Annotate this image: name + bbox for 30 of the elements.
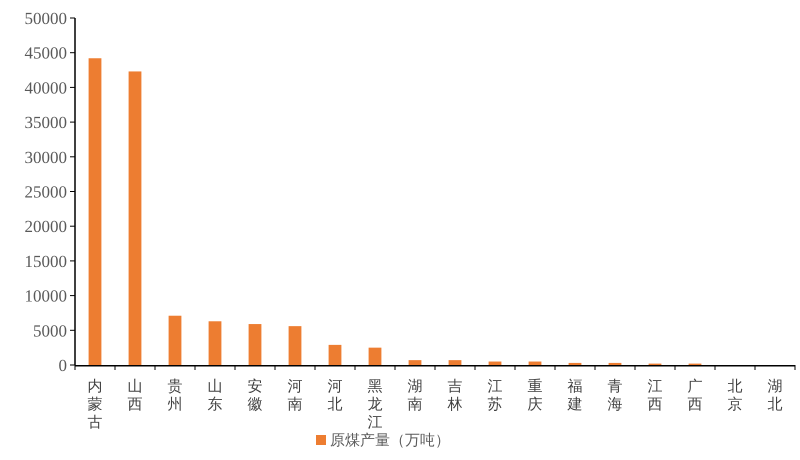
- y-tick-label: 35000: [24, 113, 67, 132]
- x-tick-label: 山西: [128, 378, 142, 413]
- x-tick-label: 江西: [648, 378, 662, 413]
- x-tick-label: 青海: [608, 378, 622, 413]
- x-tick-label: 山东: [208, 378, 222, 413]
- y-tick-label: 30000: [24, 148, 67, 167]
- y-tick-label: 20000: [24, 217, 67, 236]
- y-tick-label: 25000: [24, 182, 67, 202]
- x-tick-label: 安徽: [248, 378, 262, 413]
- x-tick-label: 重庆: [528, 378, 542, 413]
- x-tick-label: 湖北: [768, 378, 782, 413]
- x-tick-label: 湖南: [408, 378, 422, 413]
- y-tick-label: 10000: [24, 286, 67, 306]
- x-tick-label: 吉林: [446, 378, 462, 413]
- x-tick-label: 江苏: [488, 378, 502, 413]
- x-tick-label: 黑龙江: [368, 379, 382, 431]
- y-tick-label: 0: [58, 356, 67, 375]
- y-tick-label: 50000: [24, 9, 67, 28]
- y-tick-label: 45000: [24, 44, 67, 63]
- x-tick-label: 贵州: [168, 378, 182, 413]
- y-tick-label: 15000: [24, 252, 67, 271]
- legend-label: 原煤产量（万吨）: [330, 432, 450, 449]
- x-tick-label: 福建: [566, 378, 582, 413]
- y-tick-label: 5000: [33, 321, 67, 340]
- y-tick-label: 40000: [24, 78, 67, 98]
- x-tick-label: 北京: [728, 378, 742, 413]
- x-tick-label: 河北: [328, 378, 342, 413]
- x-tick-label: 内蒙古: [88, 378, 102, 431]
- x-tick-label: 广西: [688, 378, 702, 413]
- x-tick-label: 河南: [288, 378, 302, 413]
